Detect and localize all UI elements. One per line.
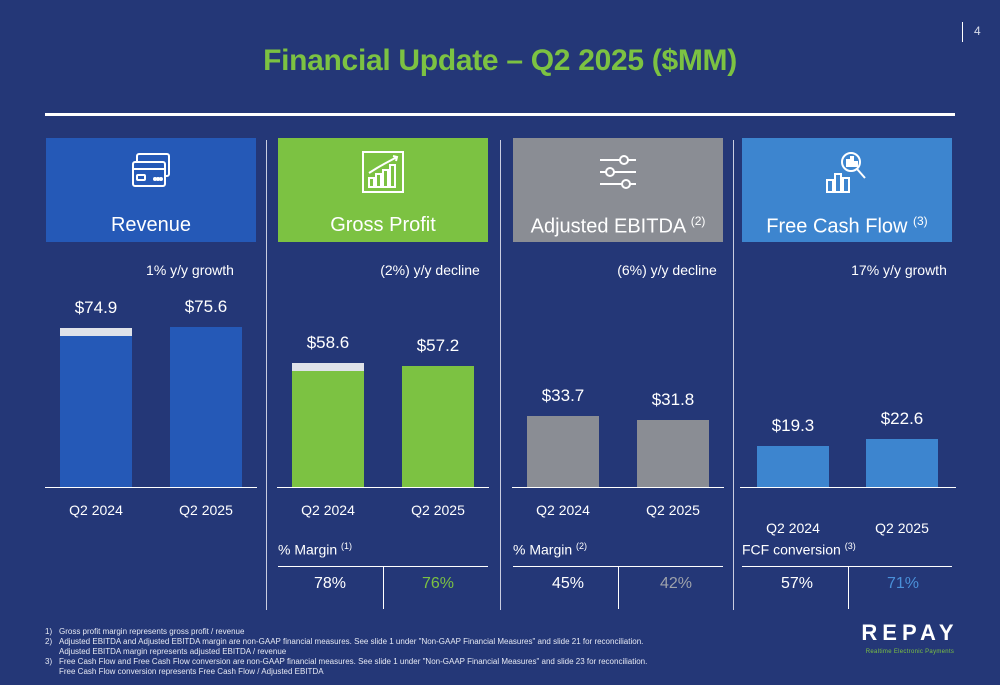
fcf-value-label: $22.6 [880,409,924,428]
gross-profit-label: Gross Profit [330,214,436,236]
credit-cards-icon [132,153,170,187]
gp-margin-label: % Margin (1) [278,541,353,558]
ebitda-bar [527,416,599,487]
gp-margin-divider [383,567,384,609]
footnote-1: 1) Gross profit margin represents gross … [45,627,245,636]
gross-profit-category-label: Q2 2024 [301,502,355,518]
gross-profit-value-label: $58.6 [306,333,350,352]
page-title: Financial Update – Q2 2025 ($MM) [263,44,737,77]
fcf-conversion-rule [742,566,952,567]
fcf-chart: $19.3 Q2 2024 $22.6 Q2 2025 [740,280,956,545]
gp-margin-q2-2025: 76% [421,575,455,592]
sliders-icon [600,155,636,189]
gross-profit-chart: $58.6 Q2 2024 $57.2 Q2 2025 [277,280,489,525]
gross-profit-growth: (2%) y/y decline [380,262,480,278]
ebitda-header: Adjusted EBITDA (2) [513,138,723,242]
fcf-baseline [740,487,956,488]
page-number-divider [962,22,963,42]
fcf-conversion-label: FCF conversion (3) [742,541,856,558]
panel-divider [266,140,267,610]
revenue-value-label: $75.6 [184,297,228,316]
footnotes: 1) Gross profit margin represents gross … [45,627,705,677]
revenue-category-label: Q2 2024 [69,502,123,518]
fcf-header: Free Cash Flow (3) [742,138,952,242]
revenue-value-label: $74.9 [74,298,118,317]
gross-profit-category-label: Q2 2025 [411,502,465,518]
ebitda-growth: (6%) y/y decline [617,262,717,278]
gp-margin-rule [278,566,488,567]
fcf-conversion-divider [848,567,849,609]
logo-wordmark: REPAY [861,620,959,645]
ebitda-bar [637,420,709,487]
ebitda-category-label: Q2 2024 [536,502,590,518]
ebitda-chart: $33.7 Q2 2024 $31.8 Q2 2025 [512,280,724,525]
fcf-conversion-q2-2024: 57% [780,575,814,592]
gross-profit-bar [402,366,474,487]
fcf-label: Free Cash Flow (3) [766,214,928,238]
gross-profit-baseline [277,487,489,488]
ebitda-value-label: $33.7 [541,386,585,405]
ebitda-label: Adjusted EBITDA (2) [530,214,706,238]
repay-logo: REPAY Realtime Electronic Payments [860,620,960,655]
revenue-category-label: Q2 2025 [179,502,233,518]
fcf-bar [866,439,938,487]
fcf-category-label: Q2 2025 [875,520,929,536]
footnote-3: 3) Free Cash Flow and Free Cash Flow con… [45,657,648,676]
revenue-baseline [45,487,257,488]
page-number: 4 [974,24,981,38]
panel-divider [733,140,734,610]
revenue-label: Revenue [110,214,192,236]
gross-profit-header: Gross Profit [278,138,488,242]
revenue-bar [170,327,242,487]
ebitda-margin-q2-2024: 45% [551,575,585,592]
ebitda-category-label: Q2 2025 [646,502,700,518]
gross-profit-bar [292,363,364,487]
gross-profit-value-label: $57.2 [416,336,460,355]
fcf-category-label: Q2 2024 [766,520,820,536]
title-rule [45,113,955,116]
ebitda-value-label: $31.8 [651,390,695,409]
logo-tagline: Realtime Electronic Payments [865,649,955,655]
ebitda-baseline [512,487,724,488]
revenue-header: Revenue [46,138,256,242]
fcf-bar [757,446,829,487]
gross-profit-prior-cap [292,363,364,371]
revenue-bar [60,328,132,487]
ebitda-margin-divider [618,567,619,609]
gp-margin-q2-2024: 78% [313,575,347,592]
ebitda-margin-rule [513,566,723,567]
revenue-prior-cap [60,328,132,336]
ebitda-margin-q2-2025: 42% [659,575,693,592]
fcf-conversion-q2-2025: 71% [886,575,920,592]
revenue-growth: 1% y/y growth [146,262,234,278]
revenue-chart: $74.9 Q2 2024 $75.6 Q2 2025 [45,280,257,525]
magnifier-chart-icon [826,152,866,193]
bar-chart-growth-icon [362,151,404,193]
fcf-value-label: $19.3 [771,416,815,435]
footnote-2: 2) Adjusted EBITDA and Adjusted EBITDA m… [45,637,644,656]
panel-divider [500,140,501,610]
ebitda-margin-label: % Margin (2) [513,541,588,558]
fcf-growth: 17% y/y growth [851,262,947,278]
